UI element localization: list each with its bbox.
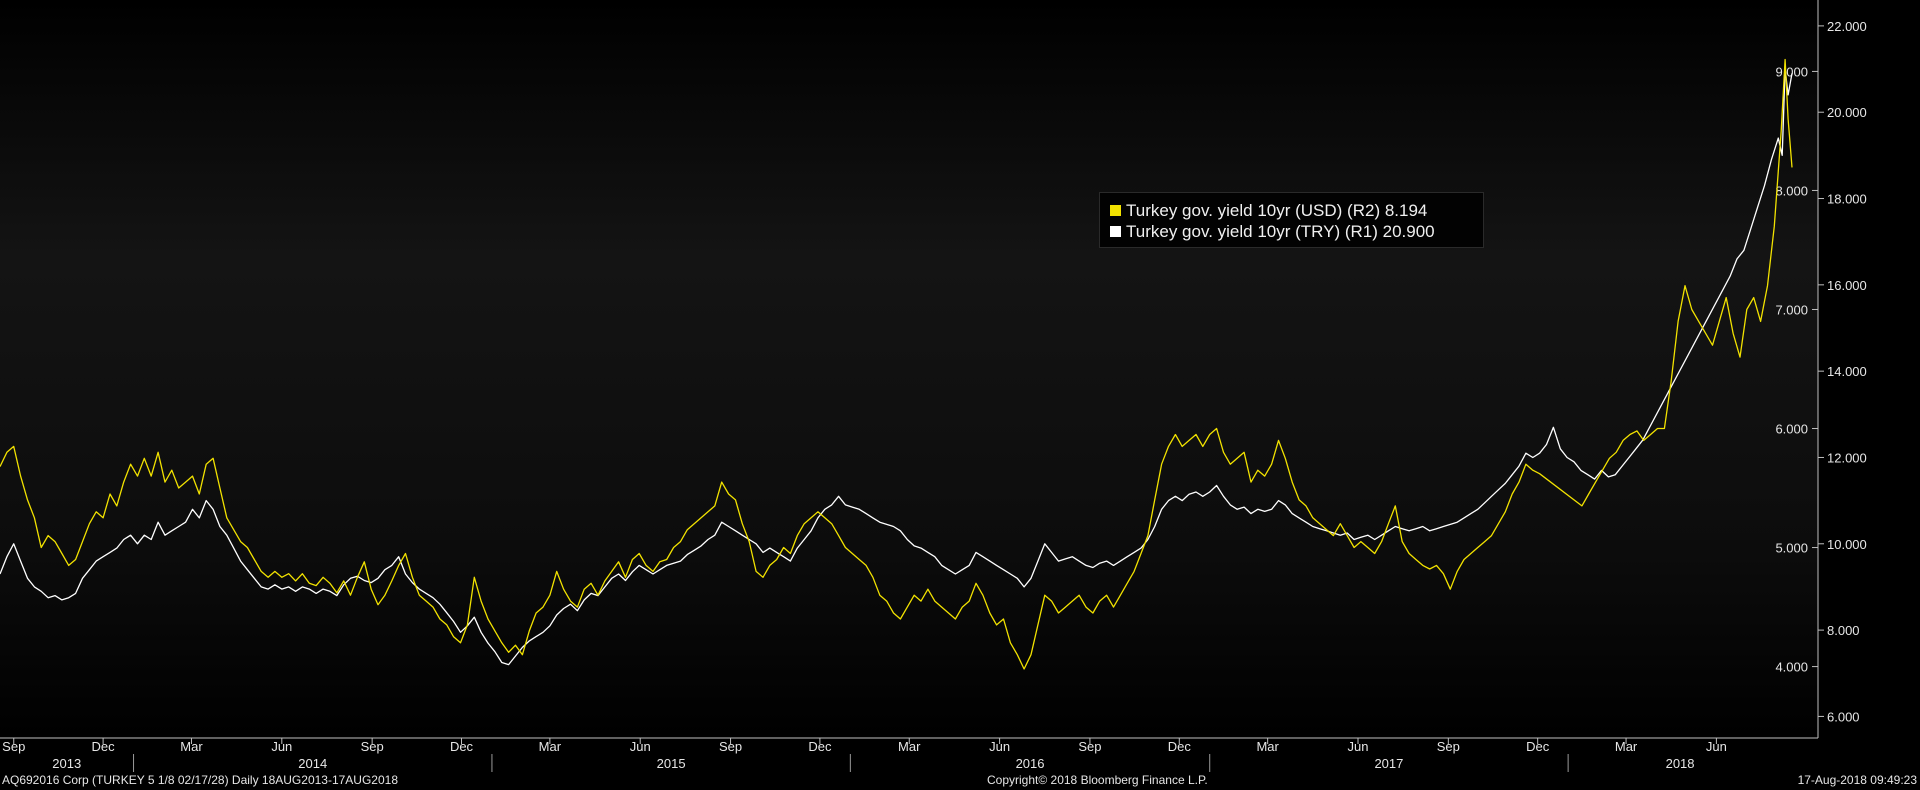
- x-tick-label: Sep: [719, 739, 742, 754]
- x-tick-label: Jun: [630, 739, 651, 754]
- r1-tick-label: 8.000: [1827, 623, 1860, 638]
- x-tick-label: Dec: [450, 739, 474, 754]
- r1-tick-label: 14.000: [1827, 364, 1867, 379]
- right-axis-1: 6.000 8.000 10.000 12.000 14.000 16.000 18.000…: [1818, 19, 1867, 724]
- r1-tick-label: 6.000: [1827, 709, 1860, 724]
- x-tick-label: Jun: [271, 739, 292, 754]
- series-line-usd-yield: [0, 58, 1793, 670]
- x-tick-label: Sep: [361, 739, 384, 754]
- x-tick-label: Dec: [92, 739, 116, 754]
- x-tick-label: Mar: [539, 739, 562, 754]
- x-tick-label: Mar: [1615, 739, 1638, 754]
- x-tick-label: Sep: [2, 739, 25, 754]
- footer-bar: AQ692016 Corp (TURKEY 5 1/8 02/17/28) Da…: [0, 773, 1920, 790]
- x-axis: Sep Dec Mar Jun Sep Dec Mar Jun Sep Dec Mar Jun Sep D…: [2, 738, 1727, 772]
- r1-tick-label: 12.000: [1827, 450, 1867, 465]
- x-year-label: 2017: [1374, 756, 1403, 771]
- x-tick-label: Jun: [989, 739, 1010, 754]
- plot-background: [0, 0, 1818, 738]
- timestamp: 17-Aug-2018 09:49:23: [1797, 773, 1917, 787]
- r2-tick-label: 5.000: [1775, 541, 1808, 556]
- r2-tick-label: 4.000: [1775, 660, 1808, 675]
- r1-tick-label: 18.000: [1827, 192, 1867, 207]
- legend-label-try: Turkey gov. yield 10yr (TRY) (R1) 20.900: [1126, 221, 1435, 241]
- r2-tick-label: 8.000: [1775, 183, 1808, 198]
- legend-item-try: Turkey gov. yield 10yr (TRY) (R1) 20.900: [1110, 221, 1483, 242]
- x-year-label: 2016: [1016, 756, 1045, 771]
- x-tick-label: Dec: [808, 739, 832, 754]
- x-tick-label: Mar: [898, 739, 921, 754]
- yield-chart: 6.000 8.000 10.000 12.000 14.000 16.000 18.000…: [0, 0, 1867, 772]
- r1-tick-label: 10.000: [1827, 537, 1867, 552]
- r2-tick-label: 6.000: [1775, 422, 1808, 437]
- x-tick-label: Sep: [1078, 739, 1101, 754]
- x-tick-label: Sep: [1437, 739, 1460, 754]
- legend-label-usd: Turkey gov. yield 10yr (USD) (R2) 8.194: [1126, 200, 1428, 220]
- copyright-notice: Copyright© 2018 Bloomberg Finance L.P.: [987, 773, 1208, 787]
- series-line-try-yield: [0, 68, 1793, 666]
- x-tick-label: Dec: [1168, 739, 1192, 754]
- r1-tick-label: 22.000: [1827, 19, 1867, 34]
- security-description: AQ692016 Corp (TURKEY 5 1/8 02/17/28) Da…: [2, 773, 399, 787]
- x-year-label: 2013: [52, 756, 81, 771]
- r1-tick-label: 20.000: [1827, 105, 1867, 120]
- x-year-label: 2015: [657, 756, 686, 771]
- x-tick-label: Mar: [180, 739, 203, 754]
- x-year-label: 2014: [298, 756, 327, 771]
- x-tick-label: Dec: [1526, 739, 1550, 754]
- r2-tick-label: 7.000: [1775, 302, 1808, 317]
- legend-swatch-usd: [1110, 205, 1121, 216]
- legend: Turkey gov. yield 10yr (USD) (R2) 8.194 …: [1099, 192, 1484, 248]
- x-year-label: 2018: [1666, 756, 1695, 771]
- r1-tick-label: 16.000: [1827, 278, 1867, 293]
- x-tick-label: Jun: [1348, 739, 1369, 754]
- legend-item-usd: Turkey gov. yield 10yr (USD) (R2) 8.194: [1110, 200, 1483, 221]
- legend-swatch-try: [1110, 226, 1121, 237]
- x-tick-label: Mar: [1256, 739, 1279, 754]
- series-layer: [0, 58, 1793, 670]
- x-tick-label: Jun: [1706, 739, 1727, 754]
